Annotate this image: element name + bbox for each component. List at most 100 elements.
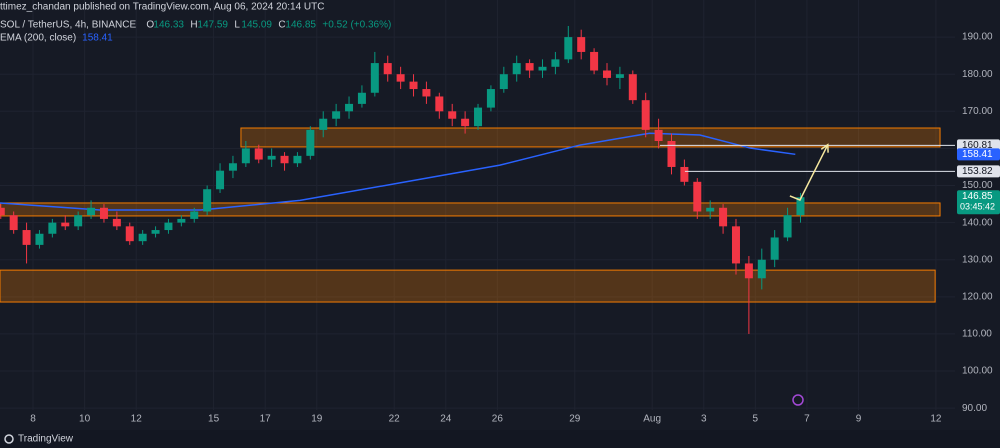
candle-body xyxy=(744,263,753,279)
candle-body xyxy=(770,237,779,260)
quote-value: 146.85 xyxy=(285,20,316,31)
candle-body xyxy=(577,37,586,52)
candle-body xyxy=(667,140,676,167)
candle-body xyxy=(203,189,212,212)
candle-body xyxy=(783,215,792,238)
x-tick-label: 7 xyxy=(804,414,810,425)
candle-body xyxy=(706,207,715,212)
candle-body xyxy=(280,155,289,164)
candle-body xyxy=(138,233,147,242)
candle-body xyxy=(357,92,366,104)
candle-body xyxy=(112,218,121,227)
candle-body xyxy=(332,111,341,119)
x-tick-label: 17 xyxy=(260,414,272,425)
x-tick-label: 5 xyxy=(753,414,759,425)
x-tick-label: 12 xyxy=(930,414,942,425)
price-tag-label: 146.85 xyxy=(962,191,993,202)
candle-body xyxy=(241,148,250,164)
candle-body xyxy=(603,70,611,78)
candle-body xyxy=(99,207,108,219)
candle-body xyxy=(370,63,379,93)
candle-body xyxy=(345,103,354,112)
zone xyxy=(240,127,941,148)
candle-body xyxy=(216,170,225,190)
candle-body xyxy=(409,81,418,90)
candle-body xyxy=(551,59,560,67)
candle-body xyxy=(731,226,740,264)
candle-body xyxy=(61,222,70,227)
quote-value: 146.33 xyxy=(153,20,184,31)
candle-body xyxy=(87,207,96,216)
candle-body xyxy=(461,118,470,127)
x-tick-label: 22 xyxy=(389,414,401,425)
y-tick-label: 190.00 xyxy=(962,32,993,43)
footer-bar xyxy=(0,430,1000,448)
candle-body xyxy=(190,211,199,219)
candle-body xyxy=(125,226,134,242)
y-tick-label: 180.00 xyxy=(962,69,993,80)
candle-body xyxy=(9,215,18,231)
candle-body xyxy=(48,222,57,234)
x-tick-label: 15 xyxy=(208,414,220,425)
x-tick-label: Aug xyxy=(643,414,661,425)
x-tick-label: 10 xyxy=(79,414,91,425)
candle-body xyxy=(267,155,276,160)
candle-body xyxy=(538,66,547,71)
candle-body xyxy=(499,74,508,90)
candle-body xyxy=(486,89,495,108)
y-tick-label: 100.00 xyxy=(962,366,993,377)
candle-body xyxy=(757,259,766,279)
candle-body xyxy=(641,100,650,130)
candle-body xyxy=(525,63,534,71)
candle-body xyxy=(228,163,237,171)
candle-body xyxy=(151,230,160,234)
arrow-head xyxy=(820,143,829,153)
candle-body xyxy=(590,51,599,71)
footer-brand: TradingView xyxy=(18,434,74,445)
projection-arrow xyxy=(789,144,829,201)
price-tag-label: 158.41 xyxy=(962,149,993,160)
y-tick-label: 130.00 xyxy=(962,254,993,265)
symbol-label: SOL / TetherUS, 4h, BINANCE xyxy=(0,20,136,31)
publisher-line: ttimez_chandan published on TradingView.… xyxy=(0,2,324,13)
quote-value: 145.09 xyxy=(241,20,272,31)
candle-body xyxy=(22,230,31,245)
y-tick-label: 170.00 xyxy=(962,106,993,117)
alert-icon xyxy=(792,394,804,406)
y-tick-label: 90.00 xyxy=(962,403,987,414)
price-tag-label: 153.82 xyxy=(962,166,993,177)
price-tag xyxy=(957,190,1000,215)
quote-key: H xyxy=(190,20,197,31)
candle-body xyxy=(474,107,483,127)
y-tick-label: 120.00 xyxy=(962,291,993,302)
countdown-label: 03:45:42 xyxy=(960,202,995,212)
candle-body xyxy=(293,155,302,164)
candle-body xyxy=(0,207,5,216)
candle-body xyxy=(615,74,624,78)
y-tick-label: 150.00 xyxy=(962,180,993,191)
ema-line xyxy=(0,132,796,211)
x-tick-label: 24 xyxy=(440,414,452,425)
quote-key: C xyxy=(278,20,285,31)
candle-body xyxy=(693,181,702,212)
candle-body xyxy=(74,215,83,227)
x-tick-label: 9 xyxy=(856,414,862,425)
ema-legend-value: 158.41 xyxy=(82,33,113,44)
candle-body xyxy=(654,129,663,141)
candle-body xyxy=(254,148,263,160)
candle-body xyxy=(35,233,44,245)
candle-body xyxy=(680,166,689,182)
y-tick-label: 110.00 xyxy=(962,329,992,340)
candle-body xyxy=(796,197,805,216)
plot-layer: 190.00180.00170.00160.00150.00140.00130.… xyxy=(0,0,1000,425)
logo-icon xyxy=(4,434,14,444)
y-tick-label: 140.00 xyxy=(962,217,993,228)
candle-body xyxy=(306,129,315,156)
price-tag xyxy=(957,148,1000,161)
x-tick-label: 12 xyxy=(131,414,143,425)
candle-body xyxy=(719,207,728,227)
price-tag xyxy=(957,165,1000,178)
quote-value: 147.59 xyxy=(197,20,228,31)
